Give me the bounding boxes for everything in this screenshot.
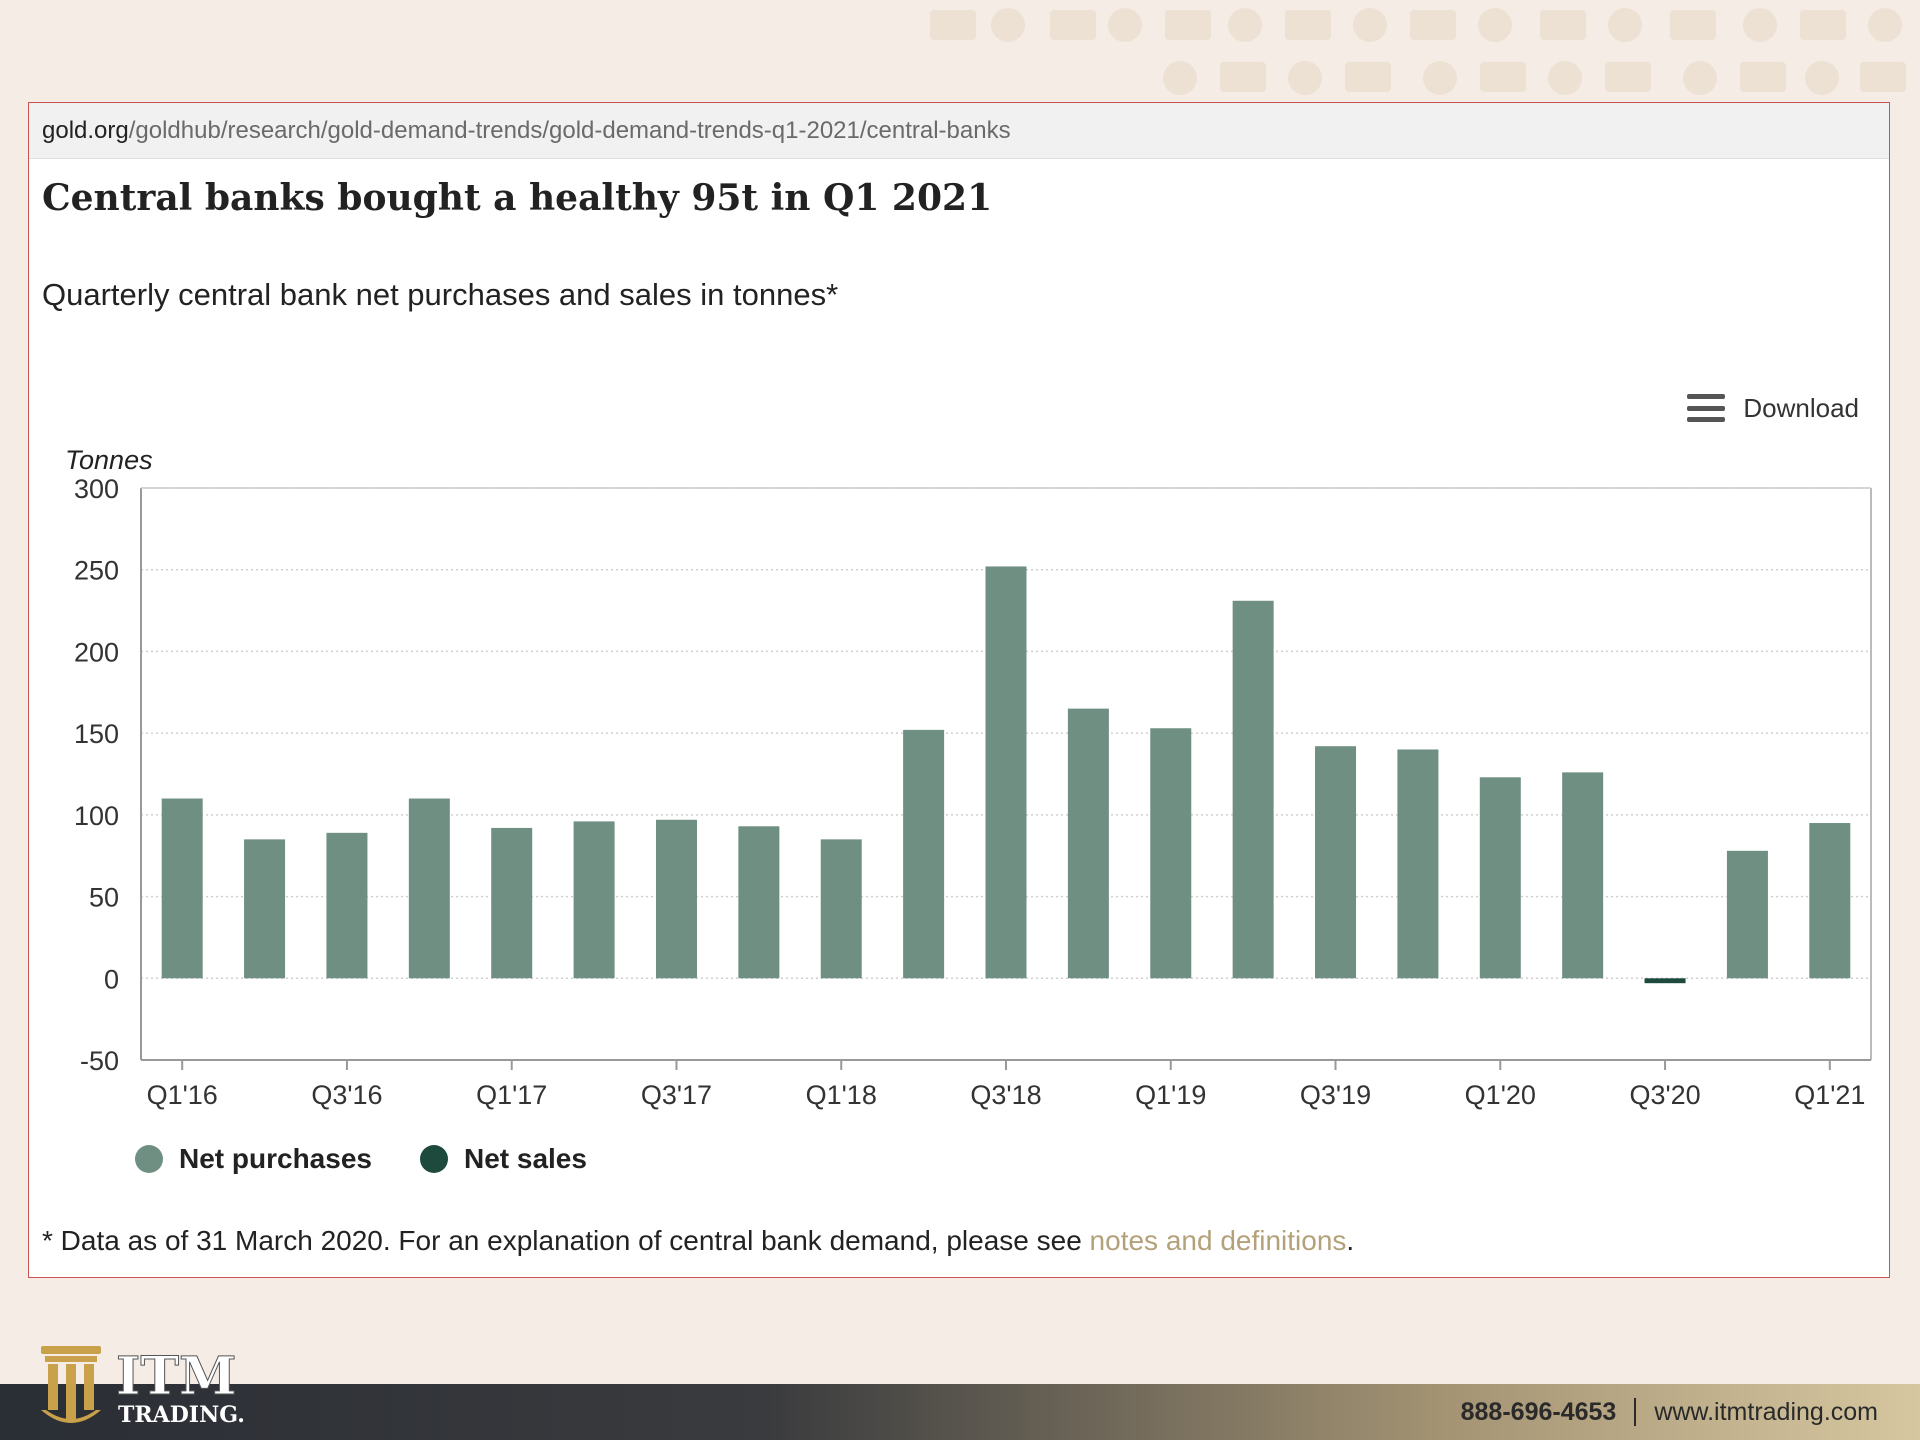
bar-net-purchases xyxy=(326,832,368,979)
x-tick-label: Q1'21 xyxy=(1794,1080,1865,1110)
itm-trading-logo: ITM TRADING. xyxy=(41,1346,245,1428)
y-tick-label: -50 xyxy=(80,1046,119,1076)
bar-net-purchases xyxy=(738,826,780,979)
x-tick-label: Q1'19 xyxy=(1135,1080,1206,1110)
y-axis-label: Tonnes xyxy=(65,445,153,475)
bar-net-purchases xyxy=(903,729,945,979)
download-button[interactable]: Download xyxy=(1687,388,1859,428)
chart-subtitle: Quarterly central bank net purchases and… xyxy=(42,277,839,312)
bar-net-purchases xyxy=(1562,772,1604,979)
website-link[interactable]: www.itmtrading.com xyxy=(1654,1397,1878,1426)
y-tick-label: 200 xyxy=(74,637,119,667)
legend-item-net-purchases[interactable]: Net purchases xyxy=(135,1143,372,1175)
chart-legend: Net purchases Net sales xyxy=(135,1143,635,1175)
x-tick-label: Q3'17 xyxy=(641,1080,712,1110)
background-pattern xyxy=(930,8,1906,95)
chart-title: Central banks bought a healthy 95t in Q1… xyxy=(42,177,993,219)
x-tick-label: Q3'16 xyxy=(311,1080,382,1110)
legend-label-net-sales: Net sales xyxy=(463,1143,587,1174)
contact-info: 888-696-4653 www.itmtrading.com xyxy=(1461,1384,1878,1440)
legend-item-net-sales[interactable]: Net sales xyxy=(419,1143,587,1175)
bar-net-purchases xyxy=(1479,777,1521,979)
y-tick-label: 50 xyxy=(89,883,119,913)
menu-icon xyxy=(1687,394,1726,422)
bar-net-purchases xyxy=(408,798,450,979)
y-tick-label: 100 xyxy=(74,801,119,831)
chart-panel: gold.org/goldhub/research/gold-demand-tr… xyxy=(28,102,1890,1278)
x-tick-label: Q1'18 xyxy=(806,1080,877,1110)
y-tick-label: 0 xyxy=(104,964,119,994)
bar-net-purchases xyxy=(1150,728,1192,979)
phone-number[interactable]: 888-696-4653 xyxy=(1460,1397,1617,1426)
notes-definitions-link[interactable]: notes and definitions xyxy=(1089,1225,1347,1256)
legend-marker-net-purchases xyxy=(135,1145,163,1173)
legend-label-net-purchases: Net purchases xyxy=(179,1143,372,1174)
download-label: Download xyxy=(1743,392,1859,423)
bar-net-purchases xyxy=(1809,823,1851,979)
bar-net-purchases xyxy=(1726,850,1768,979)
bar-net-purchases xyxy=(1067,708,1109,979)
bar-net-purchases xyxy=(1315,746,1357,979)
bar-net-purchases xyxy=(820,839,862,979)
url-domain: gold.org xyxy=(42,117,129,144)
y-tick-label: 150 xyxy=(74,719,119,749)
bar-net-purchases xyxy=(1397,749,1439,979)
footnote-end: . xyxy=(1346,1225,1355,1256)
bar-net-purchases xyxy=(985,566,1027,979)
url-bar[interactable]: gold.org/goldhub/research/gold-demand-tr… xyxy=(29,103,1889,159)
x-tick-label: Q1'16 xyxy=(147,1080,218,1110)
bar-net-purchases xyxy=(491,827,533,979)
bar-net-purchases xyxy=(1232,600,1274,979)
y-tick-label: 300 xyxy=(74,474,119,504)
bar-net-sales xyxy=(1644,978,1686,984)
footer-bar xyxy=(0,1384,1920,1440)
logo-main-text: ITM xyxy=(116,1346,237,1407)
url-path: /goldhub/research/gold-demand-trends/gol… xyxy=(128,117,1011,144)
contact-divider xyxy=(1634,1398,1637,1426)
logo-sub-text: TRADING. xyxy=(118,1402,245,1428)
bar-net-purchases xyxy=(573,821,615,979)
bar-net-purchases xyxy=(655,819,697,979)
footnote-text: * Data as of 31 March 2020. For an expla… xyxy=(42,1225,1090,1256)
x-tick-label: Q3'19 xyxy=(1300,1080,1371,1110)
x-tick-label: Q1'17 xyxy=(476,1080,547,1110)
bar-net-purchases xyxy=(244,839,286,979)
y-tick-label: 250 xyxy=(74,556,119,586)
footnote: * Data as of 31 March 2020. For an expla… xyxy=(42,1225,1354,1257)
x-tick-label: Q3'18 xyxy=(970,1080,1041,1110)
bar-net-purchases xyxy=(161,798,203,979)
x-tick-label: Q3'20 xyxy=(1629,1080,1700,1110)
x-tick-label: Q1'20 xyxy=(1465,1080,1536,1110)
legend-marker-net-sales xyxy=(419,1145,448,1173)
bar-chart: 300 250 200 150 100 50 0 -50 Tonnes Q1'16 Q3'16 Q1'… xyxy=(65,445,1872,1110)
